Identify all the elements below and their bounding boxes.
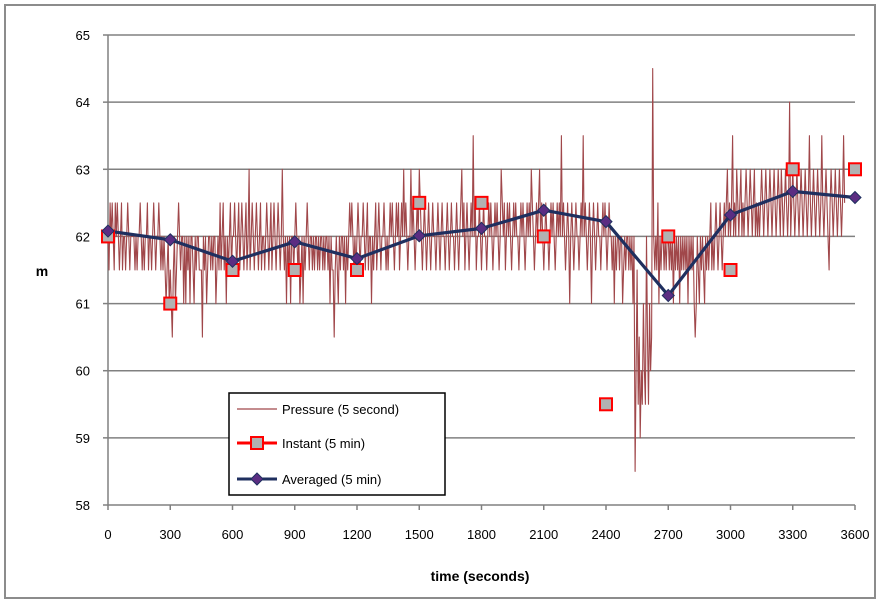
x-tick-label: 3000 [716, 527, 745, 542]
averaged-marker [537, 203, 551, 217]
instant-marker [599, 397, 613, 412]
x-tick-label: 1800 [467, 527, 496, 542]
averaged-marker [848, 190, 862, 205]
y-tick-label: 60 [76, 364, 90, 379]
x-tick-label: 1500 [405, 527, 434, 542]
instant-marker [474, 195, 489, 210]
averaged-marker [288, 235, 302, 249]
y-tick-label: 63 [76, 162, 90, 177]
legend-pressure-label: Pressure (5 second) [282, 402, 399, 417]
averaged-marker [163, 233, 177, 247]
instant-series [101, 162, 862, 412]
averaged-marker [101, 224, 115, 238]
y-tick-label: 59 [76, 431, 90, 446]
x-tick-label: 2700 [654, 527, 683, 542]
instant-marker [287, 263, 302, 277]
legend-instant-swatch-marker [250, 436, 264, 450]
axes [103, 34, 856, 510]
y-tick-label: 58 [76, 498, 90, 513]
y-tick-label: 65 [76, 28, 90, 43]
y-tick-label: 64 [76, 95, 90, 110]
tick-labels: 58 59 60 61 62 63 64 65 0 300 600 900 1200 1500 1800 21… [76, 28, 870, 542]
y-tick-label: 61 [76, 297, 90, 312]
averaged-marker [225, 254, 240, 268]
instant-marker [350, 263, 364, 277]
averaged-marker [786, 184, 800, 199]
x-tick-label: 2100 [529, 527, 558, 542]
averaged-marker [723, 208, 738, 222]
x-tick-label: 1200 [343, 527, 372, 542]
instant-marker [848, 162, 862, 177]
averaged-marker [661, 288, 675, 303]
instant-marker [412, 195, 427, 210]
averaged-marker [350, 251, 364, 266]
legend-averaged-swatch-marker [250, 472, 264, 486]
legend: Pressure (5 second) Instant (5 min) Aver… [228, 392, 446, 496]
instant-marker [163, 296, 178, 311]
x-tick-label: 3600 [841, 527, 870, 542]
instant-marker [536, 229, 551, 244]
legend-instant-label: Instant (5 min) [282, 436, 365, 451]
instant-marker [723, 263, 738, 277]
y-axis-label: m [36, 263, 48, 279]
chart-frame [4, 4, 876, 599]
instant-marker [785, 162, 800, 177]
pressure-line [107, 68, 846, 472]
x-tick-label: 600 [222, 527, 244, 542]
averaged-marker [412, 229, 426, 243]
x-tick-label: 0 [104, 527, 111, 542]
instant-marker [661, 229, 676, 244]
x-tick-label: 2400 [592, 527, 621, 542]
pressure-series [107, 68, 846, 472]
y-tick-label: 62 [76, 229, 90, 244]
x-tick-label: 3300 [778, 527, 807, 542]
x-tick-label: 900 [284, 527, 306, 542]
averaged-marker [599, 214, 613, 229]
x-axis-label: time (seconds) [431, 568, 530, 584]
x-tick-label: 300 [159, 527, 181, 542]
legend-averaged-label: Averaged (5 min) [282, 472, 381, 487]
averaged-marker [474, 221, 489, 236]
